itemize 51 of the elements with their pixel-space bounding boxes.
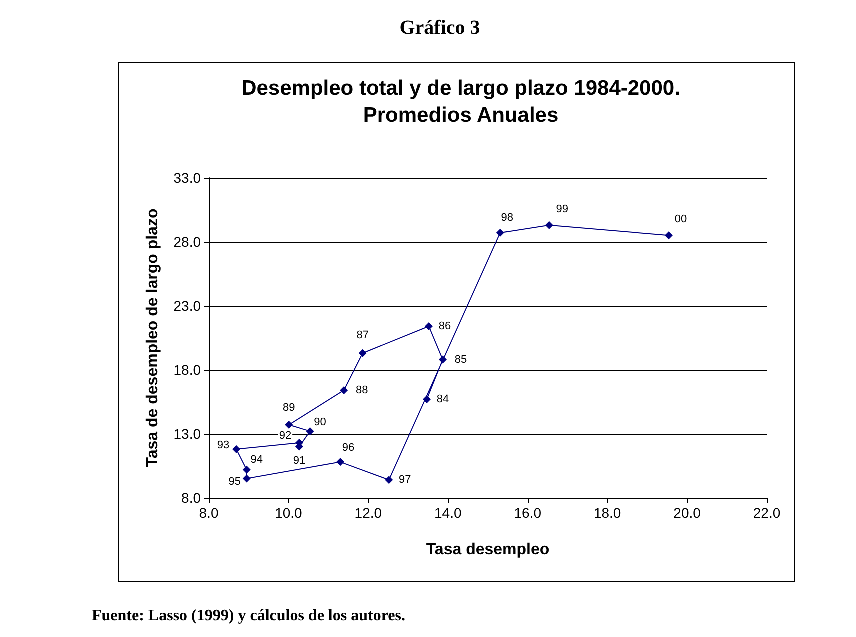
point (545, 221, 554, 230)
point (340, 386, 348, 394)
annotation: 97 (399, 474, 412, 486)
point (496, 229, 504, 238)
y-tick-label: 28.0 (174, 234, 202, 250)
point (438, 356, 447, 364)
x-tick-label: 20.0 (674, 505, 702, 521)
point (385, 476, 394, 484)
x-tick-label: 18.0 (594, 505, 622, 521)
y-axis-title: Tasa de desempleo de largo plazo (144, 208, 162, 468)
chart-title: Desempleo total y de largo plazo 1984-2000. Promedios Anuales (242, 77, 680, 127)
x-axis-title: Tasa desempleo (426, 542, 550, 558)
annotation: 91 (293, 454, 306, 467)
point (358, 349, 367, 358)
annotation: 90 (314, 416, 326, 428)
point (242, 466, 251, 474)
text: Gráfico 3 (400, 17, 480, 39)
y-tick-label: 18.0 (174, 362, 202, 378)
source-note: Fuente: Lasso (1999) y cálculos de los autores. (92, 608, 406, 624)
x-tick-label: 16.0 (514, 505, 542, 521)
point (285, 421, 294, 430)
annotation: 98 (501, 212, 514, 224)
annotation: 87 (356, 329, 369, 342)
y-tick-label: 8.0 (182, 490, 202, 506)
annotation: 96 (342, 442, 355, 454)
y-tick-label: 33.0 (174, 170, 202, 186)
annotation: 92 (279, 430, 292, 442)
y-tick-label: 13.0 (174, 426, 202, 442)
point (664, 232, 673, 240)
annotation: 86 (438, 320, 452, 332)
x-tick-label: 10.0 (275, 505, 303, 521)
x-tick-label: 14.0 (434, 505, 462, 521)
annotation: 88 (356, 384, 368, 396)
point (306, 427, 314, 436)
annotation: 85 (454, 354, 468, 366)
annotation: 84 (436, 393, 450, 406)
annotation: 94 (250, 454, 263, 466)
x-tick-label: 12.0 (354, 505, 382, 521)
annotation: 93 (217, 439, 230, 452)
point (232, 445, 240, 454)
annotation: 00 (674, 214, 688, 226)
point (242, 474, 251, 483)
point (423, 395, 432, 404)
annotation: 89 (282, 402, 296, 414)
annotation: 99 (556, 203, 569, 216)
x-tick-label: 8.0 (199, 505, 219, 521)
point (336, 458, 345, 466)
point (425, 322, 434, 330)
x-tick-label: 22.0 (753, 505, 781, 521)
annotation: 95 (228, 476, 241, 488)
y-tick-label: 23.0 (174, 298, 202, 314)
